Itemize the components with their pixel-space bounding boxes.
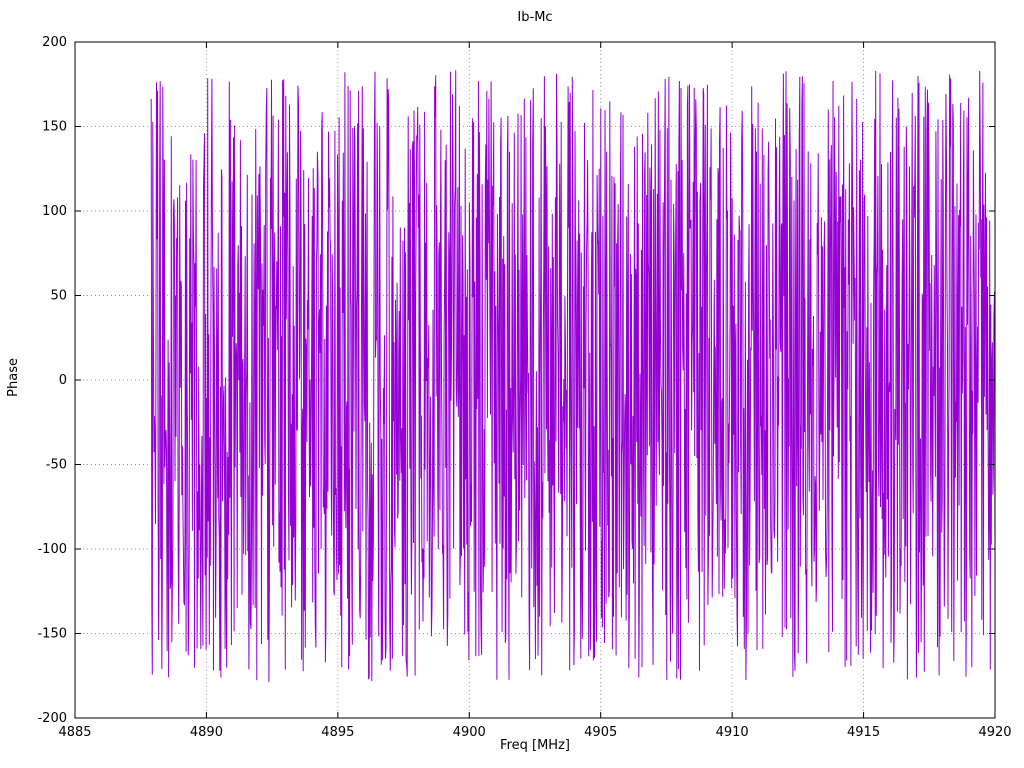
chart-title: Ib-Mc [517, 10, 553, 25]
y-tick-label: 100 [42, 204, 67, 219]
x-tick-label: 4890 [190, 725, 223, 740]
y-tick-label: -100 [37, 542, 67, 557]
x-tick-label: 4920 [978, 725, 1011, 740]
x-tick-label: 4885 [58, 725, 91, 740]
x-tick-label: 4905 [584, 725, 617, 740]
x-axis-label: Freq [MHz] [500, 738, 570, 753]
y-axis-label: Phase [6, 358, 21, 397]
y-tick-label: -200 [37, 711, 67, 726]
x-tick-label: 4910 [716, 725, 749, 740]
y-tick-label: 150 [42, 120, 67, 135]
x-tick-label: 4900 [453, 725, 486, 740]
y-tick-label: 50 [50, 289, 67, 304]
x-tick-label: 4895 [321, 725, 354, 740]
y-tick-label: 0 [59, 373, 67, 388]
y-tick-label: -150 [37, 627, 67, 642]
y-tick-label: -50 [46, 458, 67, 473]
x-tick-label: 4915 [847, 725, 880, 740]
y-tick-label: 200 [42, 35, 67, 50]
series-line-phase [150, 70, 996, 683]
